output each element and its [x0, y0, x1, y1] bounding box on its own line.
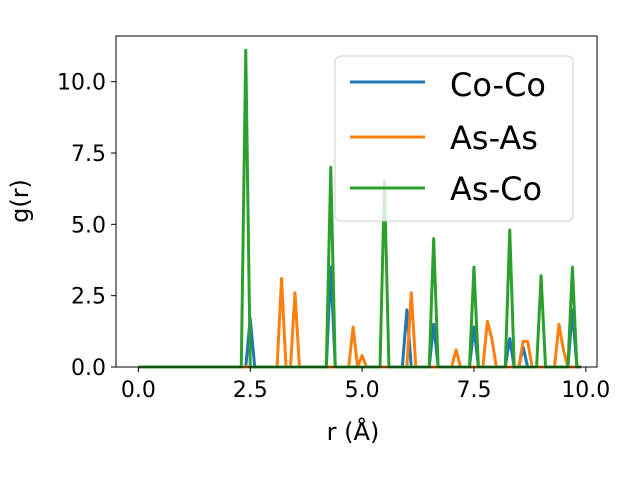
y-tick-label: 10.0	[57, 71, 106, 96]
y-tick-label: 7.5	[71, 142, 106, 167]
legend-entry-as-as: As-As	[350, 119, 538, 157]
x-tick-label: 5.0	[345, 378, 380, 403]
legend-entry-co-co: Co-Co	[350, 66, 546, 104]
y-ticks: 0.0 2.5 5.0 7.5 10.0	[57, 71, 116, 381]
legend-entry-as-co: As-Co	[350, 170, 542, 208]
x-tick-label: 10.0	[561, 378, 610, 403]
x-tick-label: 7.5	[456, 378, 491, 403]
y-tick-label: 5.0	[71, 213, 106, 238]
y-tick-label: 2.5	[71, 285, 106, 310]
legend-box	[334, 55, 574, 222]
x-ticks: 0.0 2.5 5.0 7.5 10.0	[121, 367, 610, 403]
x-tick-label: 2.5	[233, 378, 268, 403]
y-axis-label: g(r)	[6, 179, 34, 223]
legend-label-co-co: Co-Co	[450, 66, 546, 104]
plot-frame	[115, 35, 598, 368]
legend-label-as-co: As-Co	[450, 170, 542, 208]
x-tick-label: 0.0	[121, 378, 156, 403]
legend-label-as-as: As-As	[450, 119, 538, 157]
y-tick-label: 0.0	[71, 356, 106, 381]
legend: Co-Co As-As As-Co	[334, 55, 574, 222]
x-axis-label: r (Å)	[327, 417, 380, 446]
